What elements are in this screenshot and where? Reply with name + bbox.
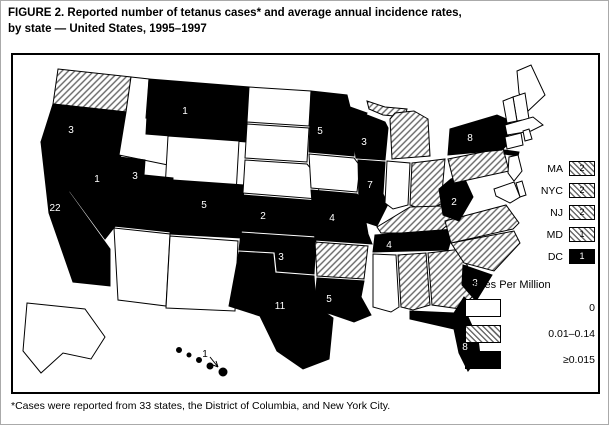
state-north-dakota: [246, 86, 312, 127]
state-illinois: [357, 159, 389, 227]
case-count-colorado: 5: [201, 200, 207, 211]
state-arkansas: [314, 241, 369, 280]
case-count-new-york: 8: [467, 133, 473, 144]
case-count-oregon: 3: [68, 125, 74, 136]
state-new-jersey: [507, 154, 523, 182]
callout-label: NYC: [540, 184, 563, 197]
state-indiana: [384, 160, 411, 210]
state-louisiana: [313, 277, 372, 323]
case-count-nevada: 1: [94, 174, 100, 185]
state-michigan: [389, 110, 431, 160]
figure-title: FIGURE 2. Reported number of tetanus cas…: [8, 6, 602, 37]
legend-swatch-zero: [465, 299, 501, 317]
case-count-west-virginia: 2: [451, 197, 457, 208]
callout-label: NJ: [550, 206, 563, 219]
case-count-california: 22: [49, 203, 61, 214]
figure-title-line2: by state — United States, 1995–1997: [8, 22, 207, 35]
state-hawaii-island-3: [196, 357, 202, 363]
state-hawaii-island-1: [176, 347, 182, 353]
case-count-oklahoma: 3: [278, 252, 284, 263]
state-west-virginia: [438, 174, 474, 222]
state-tennessee: [372, 228, 455, 253]
legend-row-high: ≥0.015: [465, 351, 595, 369]
callout-row-nyc: NYC 2: [505, 183, 595, 198]
callout-swatch-dc: 1: [569, 249, 595, 264]
case-count-south-carolina: 3: [472, 278, 478, 289]
case-count-illinois: 7: [367, 180, 373, 191]
state-utah: [113, 156, 174, 233]
state-virginia: [444, 204, 520, 244]
figure-footnote: *Cases were reported from 33 states, the…: [11, 400, 391, 412]
hawaii-arrow: [209, 356, 219, 368]
state-rhode-island: [522, 128, 533, 142]
case-count-wisconsin: 3: [361, 137, 367, 148]
state-new-mexico: [165, 235, 239, 312]
state-new-york: [447, 114, 512, 156]
case-count-kansas: 2: [260, 211, 266, 222]
legend-row-zero: 0: [465, 299, 595, 317]
case-count-louisiana: 5: [326, 294, 332, 305]
legend-label-medium: 0.01–0.14: [548, 328, 595, 340]
state-massachusetts: [504, 116, 544, 136]
legend-title: Cases Per Million: [465, 279, 551, 291]
state-montana: [145, 78, 250, 143]
state-nebraska: [242, 159, 321, 200]
callout-row-md: MD 1: [505, 227, 595, 242]
state-alabama: [397, 252, 431, 311]
state-arizona: [113, 227, 171, 307]
callout-row-nj: NJ 2: [505, 205, 595, 220]
callout-label: MA: [547, 162, 563, 175]
callout-swatch-nyc: 2: [569, 183, 595, 198]
state-connecticut: [504, 132, 524, 150]
callout-row-ma: MA 2: [505, 161, 595, 176]
state-maryland: [493, 181, 521, 204]
state-nevada: [68, 145, 122, 240]
case-count-texas: 11: [275, 301, 286, 312]
state-hawaii-island-4: [206, 362, 214, 370]
legend-swatch-medium: [465, 325, 501, 343]
state-kansas: [240, 194, 319, 237]
legend-swatch-high: [465, 351, 501, 369]
state-iowa: [308, 153, 361, 193]
state-ohio: [409, 158, 446, 212]
state-hawaii-island-2: [186, 352, 192, 358]
case-count-tennessee: 4: [386, 240, 392, 251]
callout-swatch-ma: 2: [569, 161, 595, 176]
state-texas: [228, 251, 334, 370]
state-hawaii-island-5: [218, 367, 228, 377]
state-south-dakota: [244, 123, 310, 163]
case-count-florida: 8: [462, 342, 468, 353]
callout-label: MD: [546, 228, 563, 241]
legend-row-medium: 0.01–0.14: [465, 325, 595, 343]
state-mississippi: [372, 253, 400, 313]
case-count-minnesota: 5: [317, 126, 323, 137]
case-count-missouri: 4: [329, 213, 335, 224]
us-choropleth-map: 3 22 1 1 3 5 2 3 11 5 3 7 4 4 5 2 8 3 8 …: [22, 64, 546, 377]
state-north-carolina: [450, 230, 521, 272]
callout-row-dc: DC 1: [505, 249, 595, 264]
legend-label-high: ≥0.015: [562, 354, 595, 366]
callout-label: DC: [547, 250, 563, 263]
northeast-state-callouts: MA 2 NYC 2 NJ 2 MD 1 DC 1: [505, 161, 595, 271]
case-count-utah: 3: [132, 171, 138, 182]
state-vermont: [502, 96, 518, 124]
map-panel: 3 22 1 1 3 5 2 3 11 5 3 7 4 4 5 2 8 3 8 …: [11, 53, 600, 394]
legend-label-zero: 0: [589, 302, 595, 314]
state-florida: [409, 296, 481, 372]
state-alaska: [22, 302, 106, 374]
case-count-hawaii: 1: [202, 349, 208, 360]
case-count-montana: 1: [182, 106, 188, 117]
map-legend: Cases Per Million 0 0.01–0.14 ≥0.015: [465, 279, 595, 369]
state-missouri: [310, 189, 373, 245]
figure-title-line1: FIGURE 2. Reported number of tetanus cas…: [8, 7, 462, 19]
state-wisconsin: [349, 108, 389, 161]
state-colorado: [169, 179, 245, 239]
callout-swatch-md: 1: [569, 227, 595, 242]
callout-swatch-nj: 2: [569, 205, 595, 220]
